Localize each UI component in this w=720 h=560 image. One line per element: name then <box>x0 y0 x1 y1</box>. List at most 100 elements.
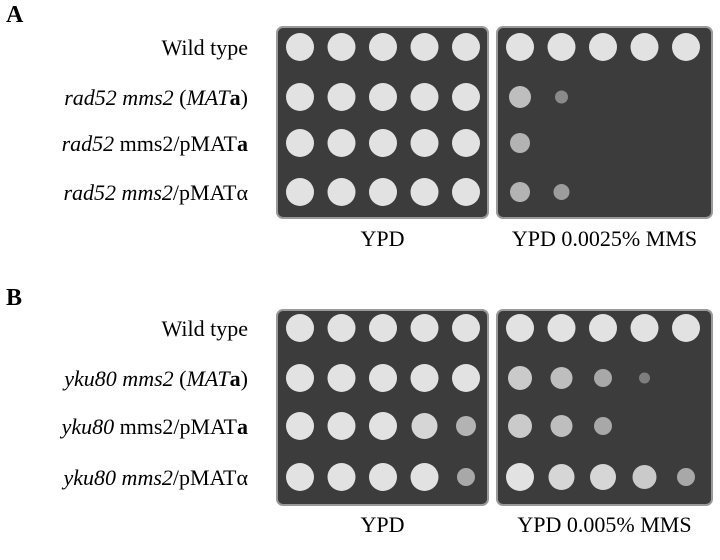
strain-label-part: /pMATα <box>173 180 249 205</box>
colony-spot <box>594 417 612 435</box>
colony-spot <box>508 366 532 390</box>
strain-label: Wild type <box>162 35 249 60</box>
colony-spot <box>506 463 534 491</box>
strain-label-part: a <box>230 85 241 110</box>
colony-spot <box>369 178 397 206</box>
strain-label-part: yku80 mms2 <box>62 366 173 391</box>
colony-spot <box>639 372 650 384</box>
colony-spot <box>547 314 576 342</box>
colony-spot <box>286 463 314 491</box>
strain-label-part: yku80 mms2 <box>62 465 173 490</box>
colony-spot <box>286 364 314 392</box>
strain-label: Wild type <box>162 316 249 341</box>
strain-label-part: a <box>230 366 241 391</box>
colony-spot <box>550 367 573 389</box>
strain-label-part: MAT <box>185 366 231 391</box>
colony-spot <box>594 369 612 387</box>
strain-label-part: rad52 mms2 <box>64 180 173 205</box>
colony-spot <box>510 182 530 202</box>
plate-label: YPD <box>360 226 404 251</box>
colony-spot <box>286 314 314 342</box>
strain-label-part: ( <box>174 366 187 391</box>
strain-label-part: mms2/pMAT <box>114 131 237 156</box>
colony-spot <box>411 413 438 439</box>
strain-label-part: rad52 <box>62 131 115 156</box>
colony-spot <box>327 83 356 111</box>
strain-label-part: ( <box>174 85 187 110</box>
plate-label: YPD 0.0025% MMS <box>512 226 697 251</box>
colony-spot <box>286 178 314 206</box>
panel-label: A <box>6 2 24 28</box>
plate <box>496 309 713 506</box>
colony-spot <box>369 83 397 111</box>
panel-label: B <box>6 285 22 311</box>
colony-spot <box>553 184 570 200</box>
colony-spot <box>452 314 480 342</box>
colony-spot <box>589 33 617 61</box>
colony-spot <box>327 314 356 342</box>
colony-spot <box>506 33 534 61</box>
colony-spot <box>369 314 397 342</box>
colony-spot <box>452 33 480 61</box>
colony-spot <box>286 83 314 111</box>
strain-label: yku80 mms2/pMATa <box>60 414 248 439</box>
colony-spot <box>410 314 439 342</box>
colony-spot <box>452 178 480 206</box>
colony-spot <box>632 465 657 489</box>
strain-label-part: ) <box>241 366 248 391</box>
colony-spot <box>672 33 700 61</box>
colony-spot <box>410 364 439 392</box>
colony-spot <box>327 33 356 61</box>
colony-spot <box>410 463 439 491</box>
colony-spot <box>506 314 534 342</box>
plate <box>276 26 489 219</box>
strain-label-part: Wild type <box>162 35 249 60</box>
colony-spot <box>630 33 659 61</box>
colony-spot <box>589 314 617 342</box>
colony-spot <box>410 178 439 206</box>
strain-label-part: rad52 mms2 <box>64 85 173 110</box>
plate <box>276 309 489 506</box>
strain-label: rad52 mms2/pMATa <box>62 131 248 156</box>
colony-spot <box>327 178 356 206</box>
colony-spot <box>369 129 397 157</box>
colony-spot <box>555 90 568 104</box>
colony-spot <box>456 416 476 436</box>
colony-spot <box>286 33 314 61</box>
colony-spot <box>286 129 314 157</box>
colony-spot <box>508 414 532 438</box>
strain-label: yku80 mms2/pMATα <box>62 465 249 490</box>
colony-spot <box>327 364 356 392</box>
colony-spot <box>327 412 356 440</box>
strain-label-part: MAT <box>185 85 231 110</box>
colony-spot <box>452 364 480 392</box>
colony-spot <box>452 129 480 157</box>
strain-label-part: mms2/pMAT <box>114 414 237 439</box>
colony-spot <box>410 129 439 157</box>
colony-spot <box>410 83 439 111</box>
colony-spot <box>457 468 475 486</box>
colony-spot <box>509 86 531 108</box>
strain-label-part: a <box>237 414 248 439</box>
strain-label-part: /pMATα <box>173 465 249 490</box>
plate-label: YPD <box>360 512 404 537</box>
plate <box>496 26 713 219</box>
strain-label-part: ) <box>241 85 248 110</box>
colony-spot <box>327 129 356 157</box>
colony-spot <box>410 33 439 61</box>
strain-label: yku80 mms2 (MATa) <box>62 366 248 391</box>
strain-label-part: a <box>237 131 248 156</box>
colony-spot <box>369 412 397 440</box>
colony-spot <box>369 364 397 392</box>
colony-spot <box>369 463 397 491</box>
colony-spot <box>510 133 530 153</box>
plate-label: YPD 0.005% MMS <box>517 512 691 537</box>
colony-spot <box>590 464 616 490</box>
colony-spot <box>677 468 695 486</box>
colony-spot <box>452 83 480 111</box>
strain-label: rad52 mms2 (MATa) <box>64 85 248 110</box>
colony-spot <box>286 412 314 440</box>
strain-label-part: Wild type <box>162 316 249 341</box>
strain-label: rad52 mms2/pMATα <box>64 180 249 205</box>
